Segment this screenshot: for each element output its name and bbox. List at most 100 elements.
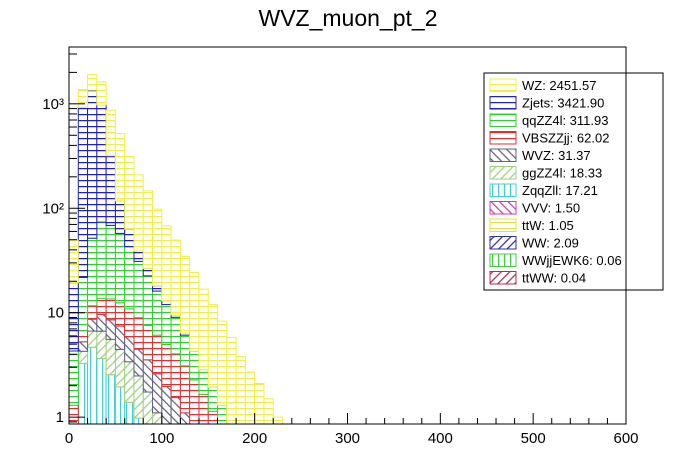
bar-segment	[235, 356, 246, 424]
bar-segment	[179, 334, 191, 367]
bar-segment	[124, 246, 135, 310]
bar-segment	[69, 350, 79, 406]
bar-segment	[105, 224, 116, 300]
bar-segment	[207, 304, 219, 388]
bar-segment	[198, 393, 209, 424]
bar-segment	[142, 190, 154, 269]
bar-segment	[170, 316, 181, 355]
bar-segment	[161, 343, 172, 387]
bar-segment	[124, 336, 135, 363]
legend-label: WZ: 2451.57	[522, 78, 596, 93]
bar-segment	[114, 325, 126, 350]
bar-segment	[105, 109, 116, 157]
bar-segment	[133, 317, 144, 350]
legend-label: ZqqZll: 17.21	[522, 183, 598, 198]
legend-swatch	[489, 78, 517, 92]
bar-segment	[96, 330, 107, 359]
bar-segment	[161, 385, 172, 424]
legend-label: WWjjEWK6: 0.06	[522, 253, 622, 268]
bar-segment	[69, 239, 79, 284]
bar-segment	[96, 298, 107, 315]
bar-segment	[133, 174, 144, 252]
bar-segment	[124, 228, 135, 248]
x-tick-label: 300	[335, 430, 360, 447]
bar-segment	[152, 208, 163, 287]
bar-segment	[96, 81, 107, 106]
bar-segment	[114, 133, 126, 202]
bar-segment	[69, 282, 79, 352]
bar-segment	[152, 290, 163, 336]
bar-segment	[161, 300, 172, 306]
legend-label: ttW: 1.05	[522, 218, 574, 233]
bar-segment	[105, 338, 116, 376]
legend-label: VBSZZjj: 62.02	[522, 131, 609, 146]
bar-segment	[77, 341, 89, 352]
bar-segment	[244, 371, 256, 424]
bar-segment	[142, 391, 154, 424]
x-tick-label: 400	[428, 430, 453, 447]
bar-segment	[142, 275, 154, 327]
bar-segment	[189, 350, 200, 381]
legend-swatch	[489, 113, 517, 127]
bar-segment	[96, 313, 107, 332]
bar-segment	[77, 107, 89, 278]
x-tick-label: 500	[521, 430, 546, 447]
bar-segment	[142, 267, 154, 277]
bar-segment	[179, 365, 191, 414]
bar-segment	[133, 260, 144, 319]
legend-label: WVZ: 31.37	[522, 148, 591, 163]
bar-segment	[77, 88, 89, 109]
bar-segment	[179, 256, 191, 334]
bar-segment	[133, 348, 144, 377]
bar-segment	[105, 374, 116, 424]
legend-swatch	[489, 148, 517, 162]
bar-segment	[77, 350, 89, 364]
bar-segment	[217, 320, 228, 406]
legend-swatch	[489, 166, 517, 180]
bar-segment	[124, 361, 135, 403]
bar-segment	[69, 404, 79, 424]
bar-segment	[207, 386, 219, 412]
bar-segment	[170, 353, 181, 399]
bar-segment	[161, 225, 172, 302]
bar-segment	[77, 276, 89, 331]
bar-segment	[87, 74, 98, 91]
bar-segment	[87, 305, 98, 320]
bar-segment	[142, 359, 154, 393]
bar-segment	[96, 221, 107, 300]
bar-segment	[124, 308, 135, 338]
bar-segment	[87, 89, 98, 239]
y-tick-label: 1	[56, 409, 64, 426]
bar-segment	[105, 298, 116, 321]
bar-segment	[114, 232, 126, 304]
bar-segment	[77, 329, 89, 343]
bar-segment	[142, 325, 154, 361]
bar-segment	[152, 334, 163, 375]
bar-segment	[114, 386, 126, 424]
legend-swatch	[489, 218, 517, 232]
bar-segment	[207, 410, 219, 424]
bar-segment	[124, 401, 135, 424]
legend-label: Zjets: 3421.90	[522, 96, 604, 111]
bar-segment	[96, 104, 107, 223]
y-tick-label: 10²	[42, 200, 64, 217]
bar-segment	[272, 416, 284, 424]
bar-segment	[189, 271, 200, 352]
bar-segment	[105, 155, 116, 226]
legend-swatch	[489, 253, 517, 267]
chart-title: WVZ_muon_pt_2	[259, 5, 438, 31]
bar-segment	[124, 156, 135, 230]
bar-segment	[217, 404, 228, 424]
legend-swatch	[489, 96, 517, 110]
bar-segment	[105, 319, 116, 340]
bar-segment	[198, 288, 209, 371]
bar-segment	[161, 304, 172, 345]
legend-label: ggZZ4l: 18.33	[522, 166, 602, 181]
legend-swatch	[489, 183, 517, 197]
bar-segment	[87, 318, 98, 332]
legend-label: WW: 2.09	[522, 236, 579, 251]
legend-label: VVV: 1.50	[522, 201, 580, 216]
bar-segment	[179, 412, 191, 424]
bar-segment	[152, 373, 163, 414]
